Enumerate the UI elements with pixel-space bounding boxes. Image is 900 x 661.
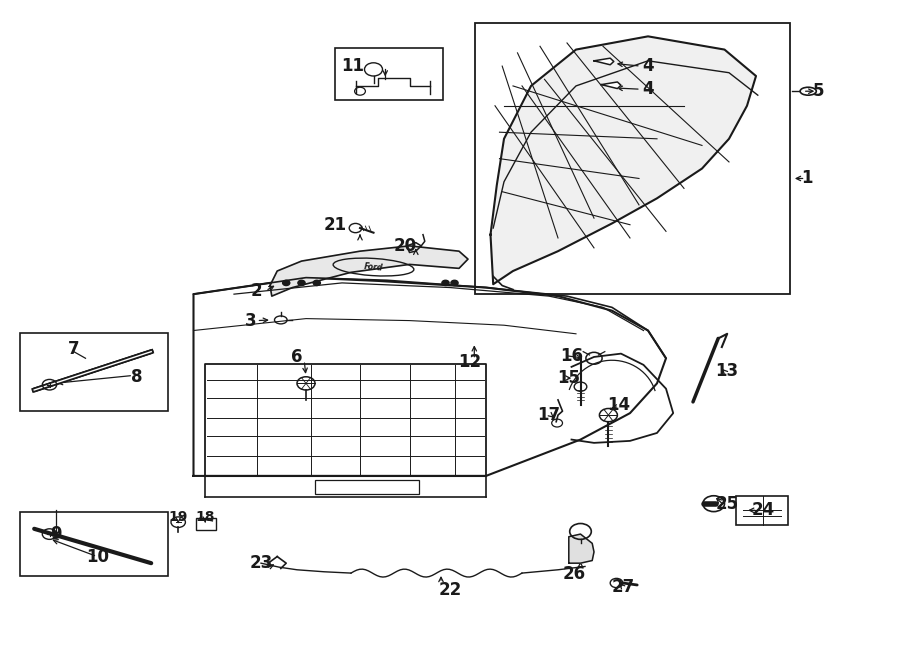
Text: 11: 11 — [341, 57, 365, 75]
Polygon shape — [594, 58, 614, 65]
Text: 1: 1 — [802, 169, 813, 188]
Text: 21: 21 — [323, 215, 346, 234]
Bar — [580, 122, 615, 139]
Circle shape — [313, 280, 320, 286]
Bar — [196, 518, 216, 530]
Text: 26: 26 — [562, 564, 586, 583]
Polygon shape — [569, 534, 594, 563]
Bar — [603, 83, 616, 88]
Text: 27: 27 — [611, 578, 634, 596]
Polygon shape — [601, 82, 621, 89]
Polygon shape — [194, 278, 666, 476]
Text: 4: 4 — [643, 80, 653, 98]
Bar — [475, 23, 790, 294]
Text: 14: 14 — [608, 395, 631, 414]
Text: 19: 19 — [168, 510, 188, 524]
Text: 22: 22 — [438, 580, 462, 599]
Text: 24: 24 — [752, 501, 775, 520]
Text: 3: 3 — [245, 311, 256, 330]
Text: 4: 4 — [643, 57, 653, 75]
Circle shape — [283, 280, 290, 286]
Bar — [20, 333, 168, 411]
Text: 10: 10 — [86, 547, 109, 566]
Polygon shape — [491, 36, 756, 284]
Text: 7: 7 — [68, 340, 79, 358]
Bar — [596, 59, 608, 64]
Text: 5: 5 — [814, 82, 824, 100]
Bar — [736, 496, 788, 525]
Text: 23: 23 — [249, 554, 273, 572]
Text: Ford: Ford — [364, 262, 383, 272]
Bar — [594, 169, 628, 185]
Text: 17: 17 — [537, 406, 561, 424]
Bar — [315, 480, 419, 494]
Bar — [20, 512, 168, 576]
Text: 20: 20 — [393, 237, 417, 255]
Text: 8: 8 — [131, 368, 142, 386]
Text: 2: 2 — [251, 282, 262, 300]
Text: 12: 12 — [458, 353, 482, 371]
Circle shape — [451, 280, 458, 286]
Text: 6: 6 — [292, 348, 302, 366]
Bar — [630, 145, 664, 162]
Text: 13: 13 — [716, 362, 739, 381]
Text: 25: 25 — [716, 494, 739, 513]
Bar — [335, 48, 443, 100]
Circle shape — [442, 280, 449, 286]
Text: 16: 16 — [560, 346, 583, 365]
Text: 15: 15 — [557, 369, 580, 387]
Text: 9: 9 — [50, 525, 61, 543]
Text: 18: 18 — [195, 510, 215, 524]
Polygon shape — [270, 246, 468, 296]
Circle shape — [298, 280, 305, 286]
